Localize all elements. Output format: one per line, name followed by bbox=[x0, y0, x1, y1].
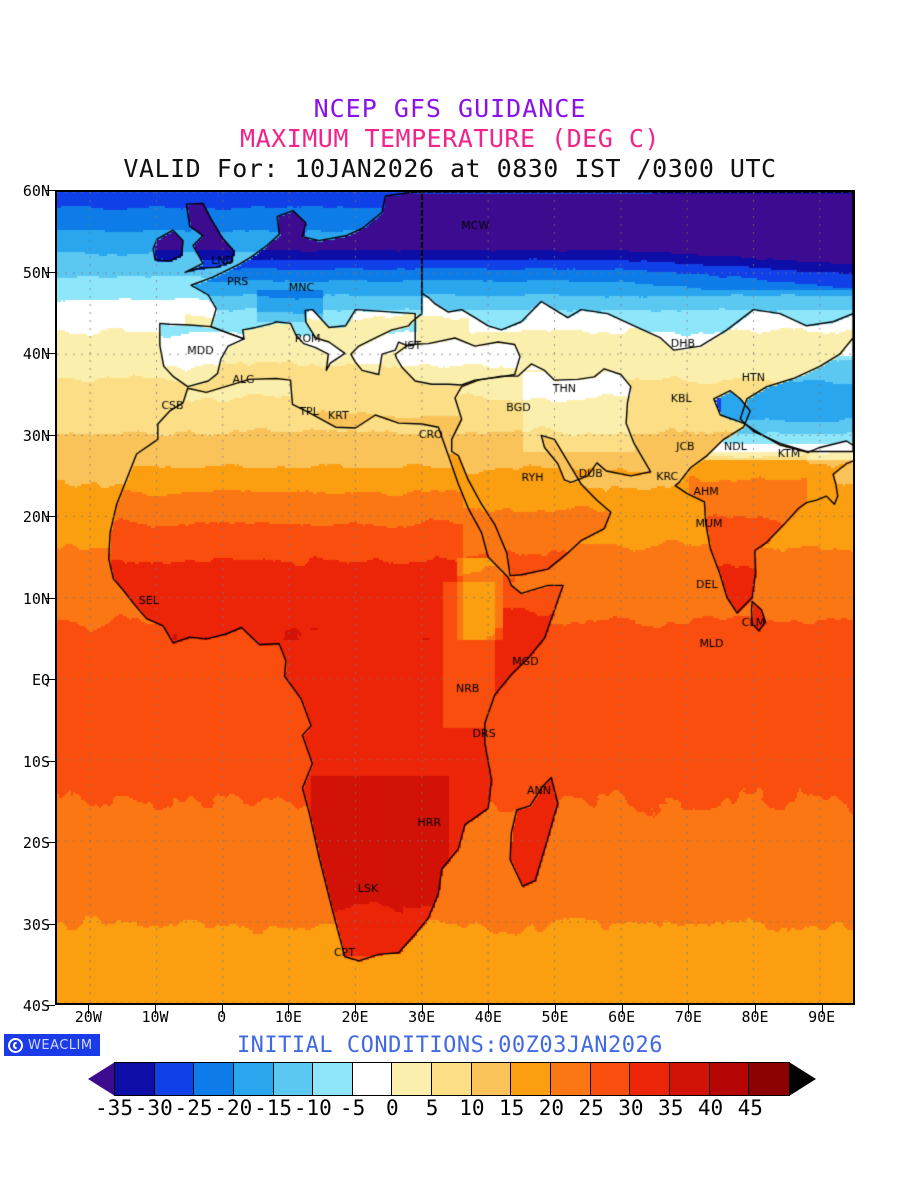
colorbar-tick: 5 bbox=[425, 1096, 439, 1120]
y-axis-label: 40S bbox=[22, 997, 50, 1015]
colorbar-tick: 35 bbox=[658, 1096, 684, 1120]
colorbar-band bbox=[194, 1063, 234, 1095]
x-axis-label: 10W bbox=[141, 1008, 169, 1026]
colorbar-band bbox=[154, 1063, 195, 1095]
y-axis-label: EQ bbox=[31, 671, 50, 689]
x-axis-label: 20W bbox=[74, 1008, 102, 1026]
x-axis-tick bbox=[88, 1005, 90, 1014]
title-block: NCEP GFS GUIDANCE MAXIMUM TEMPERATURE (D… bbox=[0, 96, 900, 181]
colorbar-tick: -10 bbox=[293, 1096, 332, 1120]
x-axis-tick bbox=[288, 1005, 290, 1014]
colorbar-under-arrow bbox=[88, 1062, 115, 1096]
colorbar-band bbox=[749, 1063, 789, 1095]
x-axis-label: 70E bbox=[674, 1008, 702, 1026]
colorbar-band bbox=[313, 1063, 353, 1095]
x-axis-tick bbox=[555, 1005, 556, 1014]
y-axis-tick bbox=[45, 923, 55, 925]
colorbar-band bbox=[590, 1063, 631, 1095]
x-axis-tick bbox=[155, 1005, 156, 1014]
y-axis-label: 20S bbox=[22, 834, 50, 852]
y-axis-label: 50N bbox=[22, 263, 50, 282]
x-axis-tick bbox=[488, 1005, 490, 1014]
x-axis-tick bbox=[821, 1005, 823, 1014]
x-axis-label: 0 bbox=[217, 1008, 227, 1026]
y-axis-tick bbox=[45, 597, 55, 599]
colorbar-tick-labels: -35 -30 -25 -20 -15 -10 -5 0 5 10 15 20 25 30 35 40 45 bbox=[88, 1096, 816, 1122]
colorbar-tick: -30 bbox=[134, 1096, 173, 1120]
colorbar-tick: -35 bbox=[95, 1096, 133, 1120]
x-axis-tick bbox=[221, 1005, 223, 1014]
colorbar-tick: 30 bbox=[618, 1096, 644, 1120]
x-axis-label: 60E bbox=[608, 1008, 636, 1026]
y-axis-label: 30N bbox=[22, 426, 50, 445]
y-axis-label: 10N bbox=[22, 589, 50, 608]
x-axis-label: 90E bbox=[808, 1008, 836, 1026]
map-raster bbox=[57, 192, 853, 1003]
colorbar-band bbox=[709, 1063, 750, 1095]
weaclim-badge[interactable]: WEACLIM bbox=[4, 1034, 100, 1056]
colorbar-tick: 45 bbox=[737, 1096, 763, 1120]
colorbar bbox=[88, 1062, 816, 1096]
colorbar-tick: 0 bbox=[386, 1096, 399, 1120]
y-axis-label: 60N bbox=[22, 182, 50, 200]
y-axis-tick bbox=[45, 516, 55, 517]
y-axis-tick bbox=[45, 190, 55, 191]
y-axis-label: 30S bbox=[22, 915, 50, 934]
y-axis-tick bbox=[45, 1005, 55, 1006]
colorbar-band bbox=[669, 1063, 710, 1095]
x-axis-label: 30E bbox=[408, 1008, 436, 1026]
initial-conditions-text: INITIAL CONDITIONS:00Z03JAN2026 bbox=[236, 1033, 664, 1058]
colorbar-tick: 20 bbox=[538, 1096, 565, 1120]
chart-title-variable: MAXIMUM TEMPERATURE (DEG C) bbox=[240, 124, 660, 153]
y-axis-label: 10S bbox=[22, 752, 50, 771]
y-axis-tick bbox=[45, 271, 55, 273]
y-axis-tick bbox=[45, 434, 55, 436]
y-axis-tick bbox=[45, 842, 55, 843]
chart-valid-time: VALID For: 10JAN2026 at 0830 IST /0300 U… bbox=[123, 154, 777, 183]
circle-c-icon bbox=[8, 1037, 23, 1053]
x-axis-tick bbox=[355, 1005, 356, 1014]
colorbar-band bbox=[630, 1063, 670, 1095]
colorbar-bands bbox=[114, 1062, 790, 1096]
chart-title-primary: NCEP GFS GUIDANCE bbox=[313, 94, 587, 123]
weaclim-label: WEACLIM bbox=[28, 1037, 93, 1053]
colorbar-band bbox=[392, 1063, 433, 1095]
colorbar-tick: -15 bbox=[254, 1096, 293, 1120]
colorbar-tick: 15 bbox=[498, 1096, 525, 1120]
colorbar-tick: -20 bbox=[214, 1096, 253, 1120]
colorbar-band bbox=[352, 1063, 393, 1095]
y-axis-tick bbox=[45, 760, 55, 762]
y-axis-label: 40N bbox=[22, 345, 50, 363]
x-axis-tick bbox=[421, 1005, 423, 1014]
colorbar-band bbox=[273, 1063, 314, 1095]
y-axis-tick bbox=[45, 353, 55, 354]
colorbar-band bbox=[115, 1063, 155, 1095]
colorbar-tick: 40 bbox=[697, 1096, 724, 1120]
colorbar-tick: -5 bbox=[339, 1096, 366, 1120]
colorbar-band bbox=[551, 1063, 591, 1095]
colorbar-tick: 25 bbox=[578, 1096, 604, 1120]
colorbar-over-arrow bbox=[789, 1062, 816, 1096]
x-axis-tick bbox=[688, 1005, 690, 1014]
x-axis-label: 50E bbox=[541, 1008, 569, 1026]
x-axis-label: 10E bbox=[274, 1008, 302, 1026]
colorbar-band bbox=[432, 1063, 472, 1095]
x-axis-label: 80E bbox=[741, 1008, 769, 1026]
temperature-map[interactable] bbox=[55, 190, 855, 1005]
colorbar-band bbox=[511, 1063, 552, 1095]
colorbar-band bbox=[471, 1063, 512, 1095]
colorbar-tick: 10 bbox=[459, 1096, 485, 1120]
x-axis-label: 40E bbox=[474, 1008, 502, 1026]
x-axis-label: 20E bbox=[341, 1008, 369, 1026]
x-axis-tick bbox=[621, 1005, 623, 1014]
colorbar-band bbox=[233, 1063, 274, 1095]
x-axis-tick bbox=[755, 1005, 756, 1014]
colorbar-tick: -25 bbox=[174, 1096, 213, 1120]
y-axis-tick bbox=[45, 679, 55, 680]
y-axis-label: 20N bbox=[22, 508, 50, 526]
